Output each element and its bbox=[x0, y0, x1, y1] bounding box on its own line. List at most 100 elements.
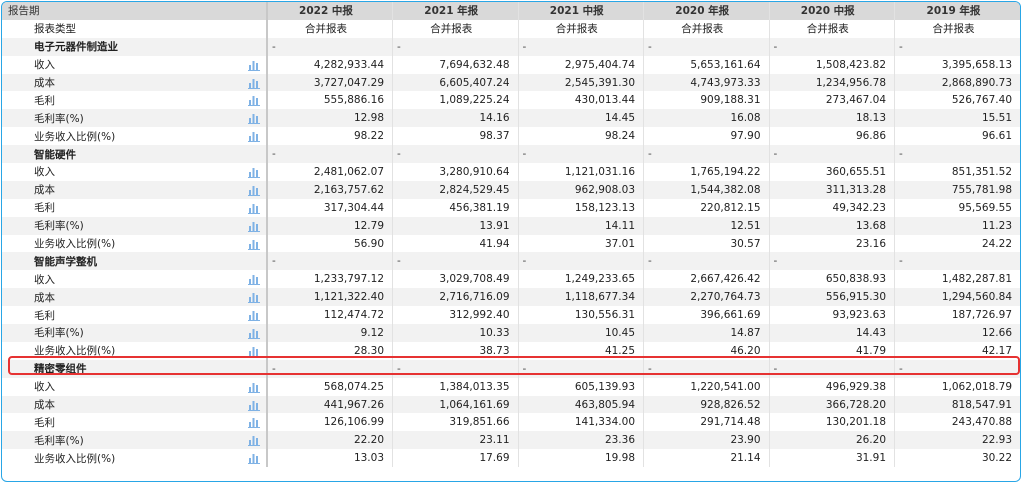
metric-value: 2,824,529.45 bbox=[392, 180, 518, 199]
segment-header-row: 智能声学整机 - - - - - - bbox=[2, 252, 1020, 271]
metric-label: 毛利 bbox=[2, 413, 242, 432]
bar-chart-icon[interactable] bbox=[242, 399, 265, 411]
empty-marker: - bbox=[643, 145, 769, 164]
empty-marker: - bbox=[768, 37, 895, 56]
period-header[interactable]: 2021 年报 bbox=[392, 2, 518, 20]
metric-value: 1,118,677.34 bbox=[517, 288, 644, 307]
metric-value: 22.93 bbox=[894, 431, 1020, 450]
metric-value: 2,667,426.42 bbox=[643, 270, 769, 289]
period-header[interactable]: 2020 年报 bbox=[643, 2, 769, 20]
bar-chart-icon[interactable] bbox=[242, 112, 265, 125]
bar-chart-icon[interactable] bbox=[242, 238, 265, 250]
metric-value: 1,234,956.78 bbox=[768, 73, 895, 92]
metric-value: 273,467.04 bbox=[768, 91, 895, 110]
table-row: 毛利 317,304.44 456,381.19 158,123.13 220,812.… bbox=[2, 198, 1020, 217]
metric-label: 成本 bbox=[2, 180, 242, 199]
period-header[interactable]: 2022 中报 bbox=[266, 2, 393, 20]
bar-chart-icon[interactable] bbox=[242, 77, 265, 89]
metric-value: 22.20 bbox=[266, 431, 393, 450]
metric-value: 13.68 bbox=[768, 216, 895, 235]
empty-marker: - bbox=[517, 252, 644, 271]
segment-header-row: 精密零组件 - - - - - - bbox=[2, 359, 1020, 378]
metric-value: 360,655.51 bbox=[768, 163, 895, 181]
bar-chart-icon[interactable] bbox=[242, 327, 265, 339]
metric-value: 1,294,560.84 bbox=[894, 288, 1020, 307]
metric-label: 业务收入比例(%) bbox=[2, 341, 242, 360]
period-header[interactable]: 2020 中报 bbox=[768, 2, 895, 20]
metric-value: 3,727,047.29 bbox=[266, 73, 393, 92]
metric-value: 98.22 bbox=[266, 127, 393, 146]
metric-value: 98.24 bbox=[517, 127, 644, 146]
bar-chart-icon[interactable] bbox=[242, 220, 265, 232]
bar-chart-icon[interactable] bbox=[242, 59, 265, 71]
bar-chart-icon[interactable] bbox=[242, 345, 265, 357]
metric-value: 38.73 bbox=[392, 341, 518, 360]
bar-chart-icon[interactable] bbox=[242, 291, 265, 304]
period-header[interactable]: 2021 中报 bbox=[517, 2, 644, 20]
table-row: 毛利 112,474.72 312,992.40 130,556.31 396,661.… bbox=[2, 306, 1020, 325]
period-header[interactable]: 2019 年报 bbox=[894, 2, 1020, 20]
metric-label: 成本 bbox=[2, 288, 242, 307]
empty-marker: - bbox=[894, 359, 1020, 378]
metric-value: 243,470.88 bbox=[894, 413, 1020, 432]
metric-label: 毛利 bbox=[2, 306, 242, 325]
metric-value: 12.51 bbox=[643, 216, 769, 235]
bar-chart-icon[interactable] bbox=[242, 184, 265, 196]
bar-chart-icon[interactable] bbox=[242, 309, 265, 322]
bar-chart-icon[interactable] bbox=[242, 166, 265, 178]
metric-value: 2,868,890.73 bbox=[894, 73, 1020, 92]
table-row: 毛利 126,106.99 319,851.66 141,334.00 291,714.… bbox=[2, 413, 1020, 432]
metric-value: 158,123.13 bbox=[517, 198, 644, 217]
metric-value: 5,653,161.64 bbox=[643, 55, 769, 74]
bar-chart-icon[interactable] bbox=[242, 202, 265, 214]
metric-value: 928,826.52 bbox=[643, 395, 769, 414]
metric-label: 成本 bbox=[2, 395, 242, 414]
empty-marker: - bbox=[894, 145, 1020, 164]
metric-value: 2,545,391.30 bbox=[517, 73, 644, 92]
metric-value: 1,121,322.40 bbox=[266, 288, 393, 307]
metric-label: 收入 bbox=[2, 163, 242, 181]
bar-chart-icon[interactable] bbox=[242, 434, 265, 447]
metric-value: 4,282,933.44 bbox=[266, 55, 393, 74]
metric-value: 555,886.16 bbox=[266, 91, 393, 110]
bar-chart-icon[interactable] bbox=[242, 94, 265, 107]
table-row: 成本 3,727,047.29 6,605,407.24 2,545,391.30 4,… bbox=[2, 73, 1020, 92]
metric-value: 31.91 bbox=[768, 449, 895, 468]
metric-value: 9.12 bbox=[266, 324, 393, 342]
empty-marker: - bbox=[768, 145, 895, 164]
metric-value: 962,908.03 bbox=[517, 180, 644, 199]
metric-value: 23.90 bbox=[643, 431, 769, 450]
metric-value: 49,342.23 bbox=[768, 198, 895, 217]
bar-chart-icon[interactable] bbox=[242, 381, 265, 393]
metric-value: 15.51 bbox=[894, 109, 1020, 128]
metric-value: 2,163,757.62 bbox=[266, 180, 393, 199]
metric-value: 14.43 bbox=[768, 324, 895, 342]
metric-value: 1,384,013.35 bbox=[392, 377, 518, 396]
metric-value: 909,188.31 bbox=[643, 91, 769, 110]
table-row: 收入 4,282,933.44 7,694,632.48 2,975,404.74 5,… bbox=[2, 55, 1020, 74]
bar-chart-icon[interactable] bbox=[242, 273, 265, 286]
empty-marker: - bbox=[517, 359, 644, 378]
metric-value: 141,334.00 bbox=[517, 413, 644, 432]
metric-value: 556,915.30 bbox=[768, 288, 895, 307]
bar-chart-icon[interactable] bbox=[242, 416, 265, 429]
bar-chart-icon[interactable] bbox=[242, 130, 265, 143]
empty-marker: - bbox=[266, 359, 393, 378]
table-header-row: 报告期 2022 中报 2021 年报 2021 中报 2020 年报 2020… bbox=[2, 2, 1020, 20]
table-row: 毛利 555,886.16 1,089,225.24 430,013.44 909,18… bbox=[2, 91, 1020, 110]
metric-label: 毛利率(%) bbox=[2, 324, 242, 342]
empty-marker: - bbox=[643, 252, 769, 271]
metric-value: 1,220,541.00 bbox=[643, 377, 769, 396]
report-type-label: 报表类型 bbox=[2, 19, 242, 38]
metric-value: 130,556.31 bbox=[517, 306, 644, 325]
report-type-value: 合并报表 bbox=[266, 19, 393, 38]
bar-chart-icon[interactable] bbox=[242, 452, 265, 465]
metric-value: 42.17 bbox=[894, 341, 1020, 360]
metric-value: 24.22 bbox=[894, 234, 1020, 253]
metric-label: 业务收入比例(%) bbox=[2, 234, 242, 253]
metric-value: 3,395,658.13 bbox=[894, 55, 1020, 74]
table-row: 业务收入比例(%) 13.03 17.69 19.98 21.14 31.91 30.22 bbox=[2, 449, 1020, 468]
table-row: 成本 2,163,757.62 2,824,529.45 962,908.03 1,54… bbox=[2, 180, 1020, 199]
metric-value: 12.98 bbox=[266, 109, 393, 128]
metric-value: 11.23 bbox=[894, 216, 1020, 235]
